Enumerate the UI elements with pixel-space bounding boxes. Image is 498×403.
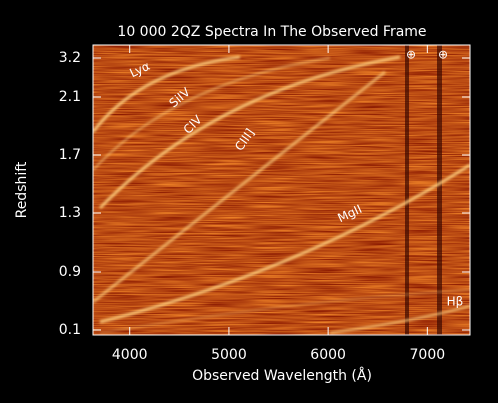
heatmap-image	[93, 45, 470, 335]
chart-title: 10 000 2QZ Spectra In The Observed Frame	[117, 24, 426, 40]
x-tick-label: 7000	[410, 347, 446, 363]
x-tick-label: 6000	[310, 347, 346, 363]
annotation: Hβ	[447, 295, 464, 309]
y-axis-label: Redshift	[14, 161, 30, 218]
plot-frame	[92, 44, 471, 336]
y-tick-label: 0.1	[59, 322, 81, 338]
y-tick-label: 0.9	[59, 264, 81, 280]
annotation: ⊕	[438, 48, 448, 62]
y-tick-label: 2.1	[59, 89, 81, 105]
annotation: ⊕	[406, 48, 416, 62]
y-tick-label: 1.3	[59, 205, 81, 221]
x-axis-label: Observed Wavelength (Å)	[192, 367, 372, 384]
x-tick-label: 5000	[211, 347, 247, 363]
x-tick-label: 4000	[112, 347, 148, 363]
y-tick-label: 1.7	[59, 147, 81, 163]
y-tick-label: 3.2	[59, 50, 81, 66]
